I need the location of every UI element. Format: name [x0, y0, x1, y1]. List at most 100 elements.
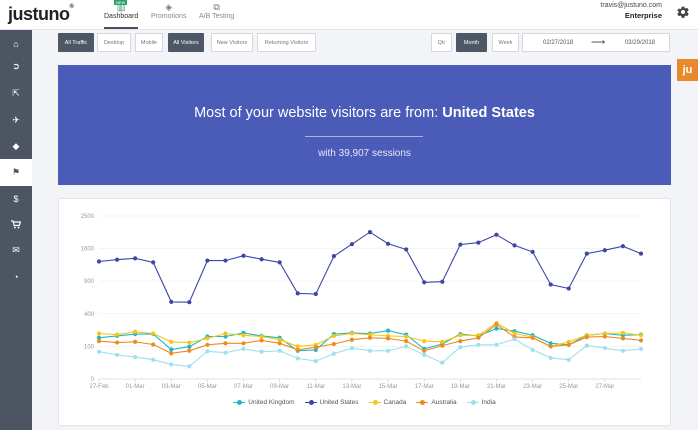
data-point-india[interactable] [259, 349, 264, 354]
data-point-united-states[interactable] [440, 279, 445, 284]
data-point-canada[interactable] [440, 339, 445, 344]
data-point-united-states[interactable] [638, 251, 644, 256]
data-point-united-states[interactable] [476, 240, 481, 245]
data-point-united-states[interactable] [584, 251, 589, 256]
data-point-canada[interactable] [187, 340, 192, 345]
data-point-india[interactable] [96, 349, 102, 354]
sidebar-item-cart[interactable] [0, 211, 32, 238]
data-point-united-kingdom[interactable] [96, 335, 102, 340]
data-point-united-states[interactable] [512, 243, 517, 248]
data-point-australia[interactable] [133, 339, 138, 344]
data-point-india[interactable] [494, 342, 499, 347]
data-point-canada[interactable] [295, 344, 300, 349]
data-point-india[interactable] [169, 362, 174, 367]
data-point-australia[interactable] [223, 341, 228, 346]
data-point-india[interactable] [440, 360, 445, 365]
sidebar-item-plane[interactable]: ✈ [0, 107, 32, 134]
data-point-united-states[interactable] [548, 282, 553, 287]
data-point-india[interactable] [602, 345, 607, 351]
data-point-india[interactable] [385, 348, 391, 353]
data-point-india[interactable] [151, 357, 156, 362]
data-point-united-states[interactable] [566, 286, 571, 291]
data-point-canada[interactable] [277, 337, 282, 342]
data-point-india[interactable] [331, 351, 336, 356]
data-point-united-states[interactable] [349, 242, 355, 247]
data-point-united-kingdom[interactable] [385, 328, 391, 333]
period-month[interactable]: Month [456, 33, 487, 52]
date-range-picker[interactable]: 02/27/2018 ⟶ 03/29/2018 [522, 33, 670, 52]
filter-mobile[interactable]: Mobile [135, 33, 163, 52]
data-point-australia[interactable] [96, 339, 102, 344]
data-point-canada[interactable] [96, 331, 102, 336]
data-point-canada[interactable] [458, 333, 463, 338]
data-point-india[interactable] [638, 346, 644, 352]
data-point-canada[interactable] [404, 334, 409, 339]
data-point-united-states[interactable] [620, 244, 626, 249]
filter-returning-visitors[interactable]: Returning Visitors [257, 33, 316, 52]
data-point-australia[interactable] [566, 342, 571, 347]
data-point-india[interactable] [458, 345, 463, 350]
data-point-canada[interactable] [602, 331, 607, 336]
data-point-canada[interactable] [114, 332, 120, 337]
data-point-united-kingdom[interactable] [548, 341, 553, 346]
data-point-canada[interactable] [367, 332, 373, 337]
data-point-australia[interactable] [187, 348, 192, 353]
data-point-canada[interactable] [512, 331, 517, 336]
data-point-australia[interactable] [602, 334, 607, 339]
data-point-united-states[interactable] [530, 249, 535, 255]
data-point-australia[interactable] [295, 347, 300, 352]
data-point-australia[interactable] [620, 336, 626, 341]
data-point-canada[interactable] [169, 339, 174, 344]
data-point-united-states[interactable] [331, 254, 336, 259]
period-week[interactable]: Week [492, 33, 519, 52]
data-point-india[interactable] [476, 342, 481, 347]
data-point-india[interactable] [620, 348, 626, 353]
data-point-australia[interactable] [241, 341, 246, 346]
data-point-australia[interactable] [114, 340, 120, 345]
data-point-australia[interactable] [277, 341, 282, 346]
data-point-canada[interactable] [241, 333, 246, 338]
data-point-australia[interactable] [440, 343, 445, 348]
user-menu[interactable]: travis@justuno.com Enterprise [600, 2, 662, 20]
data-point-united-states[interactable] [313, 291, 318, 297]
data-point-united-states[interactable] [295, 291, 300, 296]
data-point-australia[interactable] [331, 341, 336, 347]
data-point-india[interactable] [530, 347, 535, 352]
data-point-united-states[interactable] [385, 241, 391, 246]
data-point-india[interactable] [404, 344, 409, 349]
data-point-united-kingdom[interactable] [223, 334, 228, 339]
sidebar-item-dollar[interactable]: $ [0, 185, 32, 212]
data-point-united-states[interactable] [205, 258, 210, 263]
filter-all-traffic[interactable]: All Traffic [58, 33, 94, 52]
data-point-india[interactable] [205, 349, 210, 354]
data-point-australia[interactable] [422, 348, 427, 353]
data-point-australia[interactable] [385, 336, 391, 341]
data-point-united-states[interactable] [96, 259, 102, 264]
data-point-canada[interactable] [331, 333, 336, 338]
data-point-india[interactable] [277, 348, 282, 353]
legend-item-india[interactable]: India [466, 399, 496, 406]
data-point-india[interactable] [422, 352, 427, 357]
data-point-united-states[interactable] [367, 230, 373, 235]
date-end[interactable]: 03/29/2018 [624, 40, 655, 46]
data-point-united-states[interactable] [133, 256, 138, 261]
data-point-canada[interactable] [620, 330, 626, 335]
sidebar-item-flag[interactable]: ⚑ [0, 159, 32, 186]
data-point-india[interactable] [566, 357, 571, 362]
data-point-india[interactable] [223, 350, 228, 355]
tab-ab-testing[interactable]: ⧉ A/B Testing [199, 2, 235, 20]
ju-widget-button[interactable]: ju [677, 59, 698, 81]
data-point-united-kingdom[interactable] [187, 344, 192, 349]
data-point-united-states[interactable] [259, 257, 264, 262]
data-point-australia[interactable] [151, 342, 156, 347]
data-point-australia[interactable] [638, 338, 644, 343]
data-point-united-kingdom[interactable] [494, 326, 499, 331]
data-point-united-states[interactable] [114, 257, 120, 262]
data-point-united-kingdom[interactable] [169, 347, 174, 352]
data-point-india[interactable] [295, 356, 300, 361]
data-point-united-states[interactable] [223, 258, 228, 263]
data-point-australia[interactable] [476, 335, 481, 340]
data-point-united-states[interactable] [458, 242, 463, 247]
date-start[interactable]: 02/27/2018 [543, 40, 574, 46]
filter-new-visitors[interactable]: New Visitors [211, 33, 253, 52]
